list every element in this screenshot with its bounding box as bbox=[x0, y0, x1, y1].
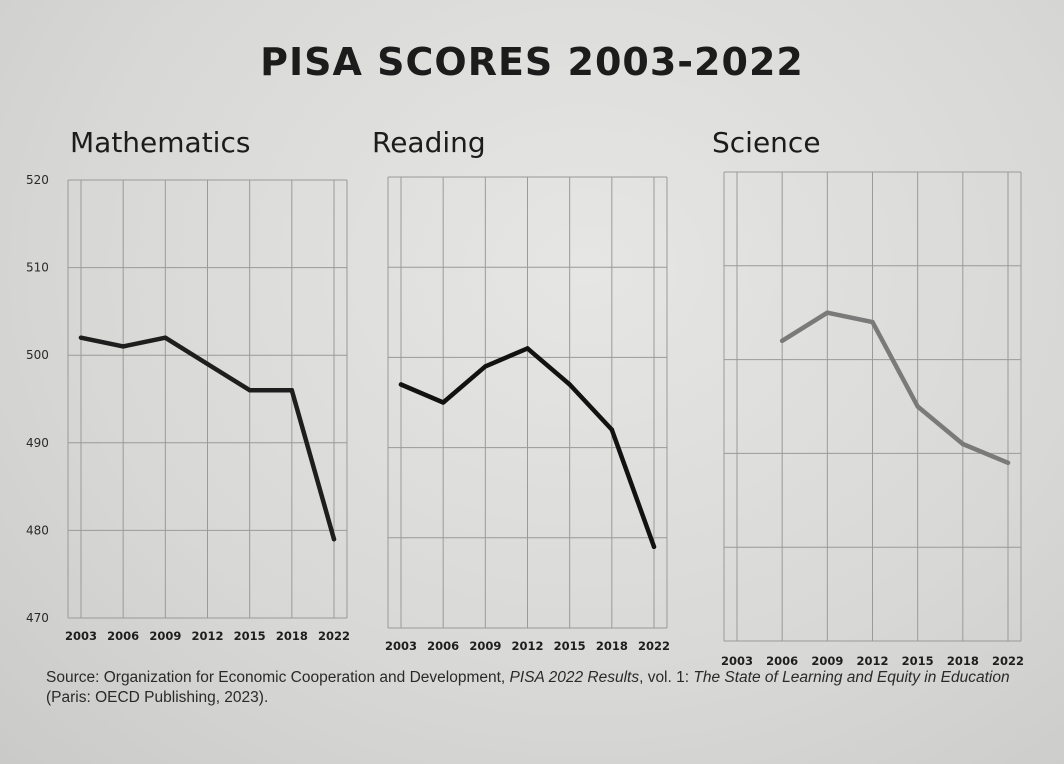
y-tick-label: 480 bbox=[26, 523, 49, 537]
data-point bbox=[651, 544, 657, 550]
data-point bbox=[120, 344, 126, 349]
source-title-2: The State of Learning and Equity in Educ… bbox=[693, 669, 1010, 686]
data-point bbox=[440, 400, 446, 405]
x-tick-label: 2018 bbox=[276, 629, 308, 643]
x-tick-label: 2022 bbox=[638, 639, 670, 653]
source-suffix: (Paris: OECD Publishing, 2023). bbox=[46, 689, 269, 706]
data-point bbox=[205, 361, 210, 367]
y-tick-label: 500 bbox=[26, 348, 49, 362]
x-tick-label: 2003 bbox=[65, 629, 97, 643]
data-point bbox=[331, 536, 337, 542]
data-point bbox=[870, 319, 875, 325]
x-tick-label: 2003 bbox=[385, 639, 417, 653]
data-point bbox=[483, 364, 488, 369]
data-point bbox=[398, 382, 404, 387]
panel-title-science: Science bbox=[712, 126, 821, 159]
y-tick-label: 470 bbox=[26, 611, 49, 625]
data-point bbox=[289, 388, 295, 393]
x-tick-label: 2003 bbox=[721, 654, 753, 668]
x-tick-label: 2012 bbox=[191, 629, 223, 643]
data-point bbox=[825, 310, 830, 315]
data-point bbox=[1005, 460, 1011, 465]
x-tick-label: 2022 bbox=[318, 629, 350, 643]
x-tick-label: 2006 bbox=[107, 629, 139, 643]
data-point bbox=[525, 346, 530, 351]
x-tick-label: 2009 bbox=[469, 639, 501, 653]
data-point bbox=[78, 335, 84, 340]
data-point bbox=[567, 382, 572, 387]
x-tick-label: 2009 bbox=[149, 629, 181, 643]
data-point bbox=[163, 335, 168, 340]
y-tick-label: 510 bbox=[26, 261, 49, 275]
panel-title-mathematics: Mathematics bbox=[70, 126, 251, 159]
data-point bbox=[779, 338, 785, 344]
x-tick-label: 2012 bbox=[856, 654, 888, 668]
data-point bbox=[915, 404, 920, 409]
y-tick-label: 520 bbox=[26, 173, 49, 187]
data-point bbox=[960, 441, 966, 447]
source-prefix: Source: Organization for Economic Cooper… bbox=[46, 669, 510, 686]
data-point bbox=[609, 427, 615, 432]
x-tick-label: 2022 bbox=[992, 654, 1024, 668]
series-line bbox=[779, 310, 1011, 466]
x-tick-label: 2015 bbox=[554, 639, 586, 653]
data-point bbox=[247, 388, 252, 393]
panel-title-reading: Reading bbox=[372, 126, 486, 159]
x-tick-label: 2012 bbox=[511, 639, 543, 653]
source-note: Source: Organization for Economic Cooper… bbox=[46, 668, 1046, 708]
x-tick-label: 2006 bbox=[427, 639, 459, 653]
chart-title: PISA SCORES 2003-2022 bbox=[260, 40, 804, 84]
x-tick-label: 2015 bbox=[902, 654, 934, 668]
x-tick-label: 2018 bbox=[947, 654, 979, 668]
x-tick-label: 2018 bbox=[596, 639, 628, 653]
y-tick-label: 490 bbox=[26, 436, 49, 450]
source-title-1: PISA 2022 Results bbox=[509, 669, 640, 686]
x-tick-label: 2015 bbox=[234, 629, 266, 643]
x-tick-label: 2006 bbox=[766, 654, 798, 668]
source-mid: , vol. 1: bbox=[639, 669, 694, 686]
x-tick-label: 2009 bbox=[811, 654, 843, 668]
